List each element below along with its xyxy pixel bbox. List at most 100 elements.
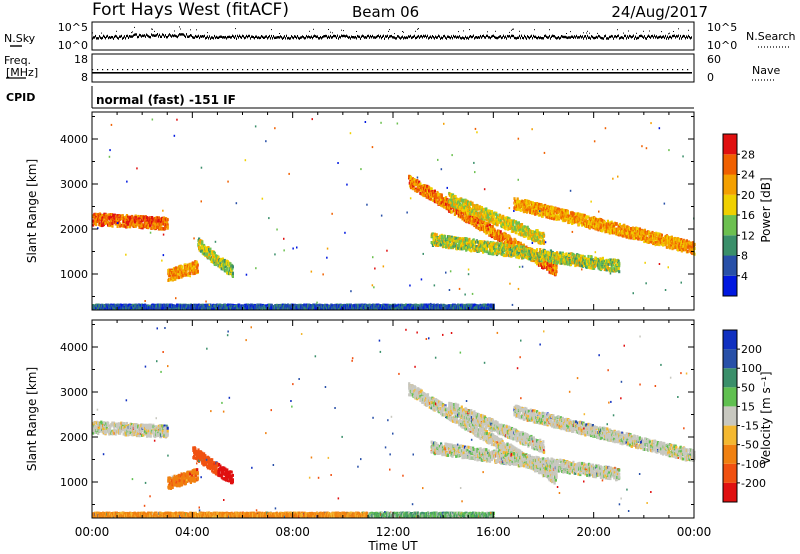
- velocity-cbar-swatch-7: [723, 349, 737, 369]
- echo-band-2: [197, 237, 219, 267]
- power-cbar-label: Power [dB]: [759, 177, 773, 242]
- scatter-noise: [97, 118, 695, 306]
- echo-band-8: [448, 401, 546, 454]
- x-tick-1: 04:00: [175, 525, 210, 539]
- velocity-cbar-swatch-6: [723, 368, 737, 388]
- power-cbar-tick-4: 4: [741, 270, 748, 283]
- velocity-cbar-tick-3: 15: [741, 400, 755, 413]
- power-cbar-swatch-3: [723, 215, 737, 236]
- freq-left-tick-bottom: 8: [81, 71, 88, 84]
- echo-band-0: [92, 212, 169, 231]
- power-cbar-tick-28: 28: [741, 148, 755, 161]
- velocity-ylabel: Slant Range [km]: [25, 367, 39, 471]
- power-cbar-swatch-2: [723, 235, 737, 256]
- power-cbar-tick-24: 24: [741, 169, 755, 182]
- velocity-cbar-swatch-1: [723, 463, 737, 483]
- echo-band-3: [217, 463, 234, 485]
- freq-left-label-1: Freq.: [4, 54, 31, 67]
- power-ytick-2000: 2000: [60, 223, 88, 236]
- velocity-ytick-4000: 4000: [60, 341, 88, 354]
- noise-right-tick-top: 10^5: [707, 21, 737, 34]
- scatter-noise: [96, 326, 688, 513]
- echo-band-3: [217, 255, 234, 278]
- noise-trace: [92, 26, 692, 40]
- velocity-cbar-tick-1: 100: [741, 362, 762, 375]
- power-axes: 1000 2000 3000 4000: [60, 112, 695, 310]
- velocity-cbar-swatch-0: [723, 482, 737, 502]
- velocity-cbar-swatch-8: [723, 330, 737, 350]
- echo-band-7: [430, 440, 621, 482]
- power-cbar-swatch-0: [723, 275, 737, 297]
- date-label: 24/Aug/2017: [611, 3, 708, 21]
- station-title: Fort Hays West (fitACF): [92, 0, 289, 20]
- power-colorbar: 4 8 12 16 20 24 28 Power [dB]: [722, 133, 773, 297]
- x-axis-label: Time UT: [367, 539, 418, 553]
- power-cbar-tick-8: 8: [741, 250, 748, 263]
- power-cbar-tick-16: 16: [741, 209, 755, 222]
- power-cbar-tick-20: 20: [741, 189, 755, 202]
- power-cbar-swatch-5: [723, 174, 737, 195]
- velocity-colorbar: 200 100 50 15 -15 -50 -100 -200 Velocity [m s⁻¹…: [722, 329, 773, 503]
- noise-left-tick-top: 10^5: [58, 21, 88, 34]
- power-data: [92, 118, 696, 311]
- velocity-panel: 1000 2000 3000 4000 Slant Range [km] 200 100…: [25, 319, 773, 519]
- noise-panel: N.Sky 10^5 10^0 10^5 10^0 N.Search: [4, 21, 796, 52]
- echo-band-1: [167, 260, 199, 282]
- velocity-cbar-swatch-3: [723, 425, 737, 445]
- velocity-axes: 1000 2000 3000 4000: [60, 320, 695, 518]
- echo-band-1: [167, 468, 199, 490]
- echo-band-8: [513, 197, 696, 256]
- power-panel: 1000 2000 3000 4000 Slant Range [km] 4 8 12 16…: [25, 111, 773, 311]
- velocity-cbar-tick-4: -15: [741, 420, 759, 433]
- x-tick-3: 12:00: [376, 525, 411, 539]
- x-tick-5: 20:00: [576, 525, 611, 539]
- echo-band-6: [408, 382, 558, 485]
- x-tick-2: 08:00: [275, 525, 310, 539]
- freq-right-tick-top: 60: [707, 53, 721, 66]
- velocity-cbar-swatch-4: [723, 406, 737, 426]
- echo-band-7: [448, 191, 546, 245]
- echo-band-5: [408, 174, 558, 277]
- velocity-cbar-tick-5: -50: [741, 439, 759, 452]
- power-ylabel: Slant Range [km]: [25, 159, 39, 263]
- velocity-cbar-tick-0: 200: [741, 343, 762, 356]
- cpid-panel: CPID normal (fast) -151 IF: [6, 86, 694, 109]
- freq-right-tick-bottom: 0: [707, 71, 714, 84]
- cpid-label: CPID: [6, 91, 35, 104]
- echo-band-5: [367, 511, 495, 519]
- frequency-trace: [92, 69, 692, 74]
- noise-left-label: N.Sky: [4, 32, 36, 45]
- noise-right-tick-bottom: 10^0: [707, 39, 737, 52]
- power-cbar-swatch-1: [723, 255, 737, 276]
- echo-band-2: [192, 446, 219, 477]
- velocity-ytick-2000: 2000: [60, 431, 88, 444]
- power-cbar-swatch-7: [723, 134, 737, 155]
- noise-left-tick-bottom: 10^0: [58, 39, 88, 52]
- nave-label: Nave: [752, 64, 780, 77]
- freq-left-label-2: [MHz]: [6, 66, 38, 79]
- velocity-cbar-tick-7: -200: [741, 477, 766, 490]
- echo-band-6: [430, 232, 621, 274]
- echo-band-0: [92, 420, 169, 439]
- x-axis: 00:00 04:00 08:00 12:00 16:00 20:00 00:00 Time…: [75, 525, 712, 553]
- power-cbar-swatch-6: [723, 154, 737, 175]
- frequency-panel: Freq. [MHz] 18 8 60 0 Nave: [4, 53, 780, 84]
- velocity-cbar-swatch-2: [723, 444, 737, 464]
- velocity-cbar-label: Velocity [m s⁻¹]: [759, 371, 773, 464]
- power-cbar-swatch-4: [723, 194, 737, 216]
- velocity-cbar-tick-6: -100: [741, 458, 766, 471]
- power-ytick-4000: 4000: [60, 133, 88, 146]
- echo-band-4: [92, 303, 495, 311]
- x-tick-6: 00:00: [677, 525, 712, 539]
- power-ytick-3000: 3000: [60, 178, 88, 191]
- freq-left-tick-top: 18: [74, 53, 88, 66]
- power-cbar-tick-12: 12: [741, 229, 755, 242]
- velocity-data: [92, 326, 696, 519]
- noise-right-label: N.Search: [746, 30, 796, 43]
- echo-band-4: [92, 511, 370, 519]
- velocity-ytick-1000: 1000: [60, 476, 88, 489]
- echo-band-9: [513, 404, 696, 462]
- velocity-ytick-3000: 3000: [60, 386, 88, 399]
- x-tick-0: 00:00: [75, 525, 110, 539]
